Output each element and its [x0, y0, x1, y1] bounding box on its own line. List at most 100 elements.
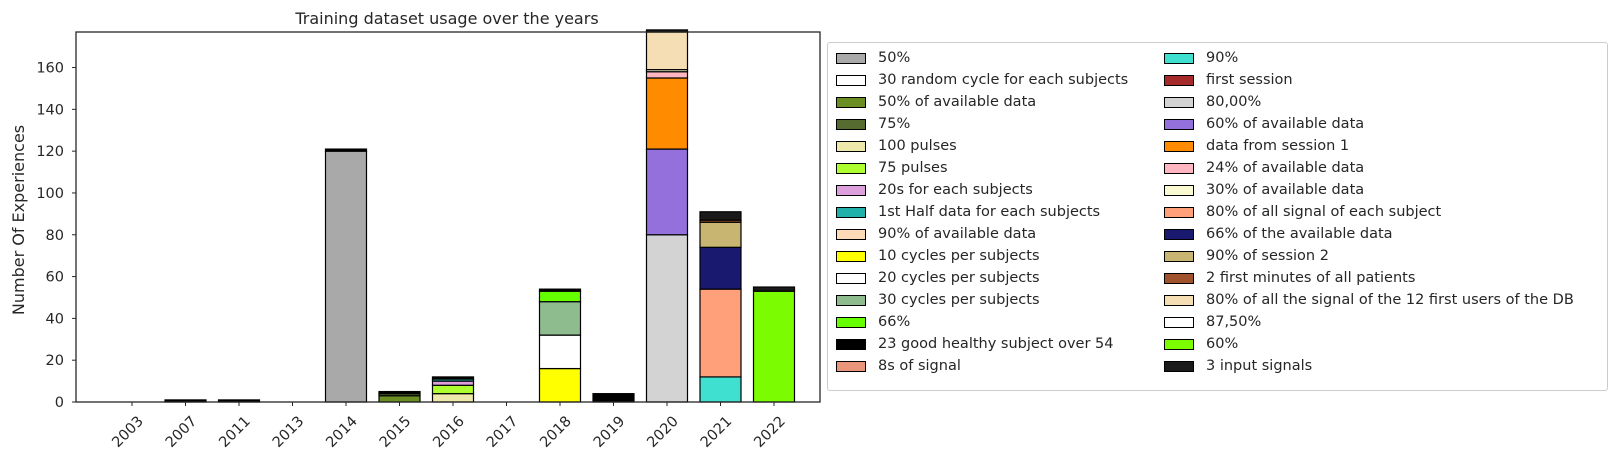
legend-item: 87,50%: [1164, 312, 1261, 332]
bar-segment-2014-13: [324, 148, 368, 152]
y-tick-label: 140: [36, 102, 64, 118]
legend-swatch: [836, 184, 866, 196]
legend-swatch: [1164, 250, 1194, 262]
legend-label: 30% of available data: [1206, 182, 1365, 198]
bar-segment-2016-4: [431, 393, 475, 403]
legend-swatch: [836, 250, 866, 262]
bar-segment-2020-18: [645, 148, 689, 236]
x-tick-label: 2014: [323, 414, 360, 451]
legend-item: 66%: [836, 312, 910, 332]
legend-label: 10 cycles per subjects: [878, 248, 1040, 264]
legend-label: 3 input signals: [1206, 358, 1313, 374]
legend-label: 60%: [1206, 336, 1239, 352]
bar-segment-2016-6: [431, 380, 475, 386]
legend-label: 50%: [878, 50, 911, 66]
legend-swatch: [1164, 316, 1194, 328]
bar-segment-2018-9: [538, 367, 582, 403]
x-tick-label: 2019: [591, 414, 628, 451]
legend-item: 20s for each subjects: [836, 180, 1033, 200]
legend-label: 24% of available data: [1206, 160, 1365, 176]
x-tick-label: 2017: [484, 414, 521, 451]
legend-swatch: [1164, 184, 1194, 196]
bars-layer: [164, 29, 796, 403]
y-tick-label: 60: [46, 270, 64, 286]
legend-label: 90% of available data: [878, 226, 1037, 242]
legend-swatch: [836, 206, 866, 218]
legend-item: 30 cycles per subjects: [836, 290, 1040, 310]
legend-item: 80% of all the signal of the 12 first us…: [1164, 290, 1574, 310]
legend-item: 90%: [1164, 48, 1238, 68]
legend-item: 2 first minutes of all patients: [1164, 268, 1415, 288]
legend-label: 90% of session 2: [1206, 248, 1329, 264]
bar-segment-2022-28: [752, 290, 796, 403]
bar-segment-2018-13: [538, 288, 582, 292]
bar-segment-2020-26: [645, 31, 689, 71]
legend-label: 66% of the available data: [1206, 226, 1393, 242]
y-tick-label: 100: [36, 186, 64, 202]
bar-segment-2018-11: [538, 301, 582, 336]
legend-label: 87,50%: [1206, 314, 1262, 330]
legend-item: 3 input signals: [1164, 356, 1312, 376]
bar-segment-2021-24: [699, 221, 742, 248]
legend-label: 20 cycles per subjects: [878, 270, 1040, 286]
legend-item: 50% of available data: [836, 92, 1036, 112]
x-tick-label: 2018: [537, 414, 574, 451]
bar-segment-2020-20: [645, 71, 689, 79]
legend-label: 2 first minutes of all patients: [1206, 270, 1416, 286]
bar-segment-2021-22: [699, 288, 742, 378]
legend-item: first session: [1164, 70, 1293, 90]
legend-swatch: [836, 360, 866, 372]
legend-label: 80% of all signal of each subject: [1206, 204, 1442, 220]
legend-swatch: [836, 294, 866, 306]
legend-item: 66% of the available data: [1164, 224, 1393, 244]
legend-swatch: [836, 74, 866, 86]
legend-item: 60%: [1164, 334, 1238, 354]
legend-item: 75%: [836, 114, 910, 134]
x-tick-label: 2007: [163, 414, 200, 451]
x-tick-label: 2022: [751, 414, 788, 451]
bar-segment-2018-10: [538, 334, 582, 370]
legend-swatch: [1164, 338, 1194, 350]
legend-swatch: [1164, 52, 1194, 64]
legend-swatch: [836, 316, 866, 328]
legend-label: 23 good healthy subject over 54: [878, 336, 1114, 352]
legend-label: 100 pulses: [878, 138, 957, 154]
legend-swatch: [1164, 74, 1194, 86]
legend-label: data from session 1: [1206, 138, 1350, 154]
legend-item: 50%: [836, 48, 910, 68]
x-tick-label: 2013: [270, 414, 307, 451]
legend-swatch: [1164, 272, 1194, 284]
y-axis-label: Number Of Experiences: [9, 125, 28, 315]
bar-segment-2020-17: [645, 234, 689, 403]
legend-label: 30 cycles per subjects: [878, 292, 1040, 308]
legend-item: 20 cycles per subjects: [836, 268, 1040, 288]
bar-segment-2021-29: [699, 211, 742, 221]
legend-label: first session: [1206, 72, 1293, 88]
bar-segment-2018-12: [538, 290, 582, 303]
legend-label: 60% of available data: [1206, 116, 1365, 132]
legend-label: 80,00%: [1206, 94, 1262, 110]
legend-label: 80% of all the signal of the 12 first us…: [1206, 292, 1574, 308]
legend: 50% 30 random cycle for each subjects 50% …: [827, 42, 1608, 391]
bar-segment-2016-5: [431, 384, 475, 395]
legend-label: 30 random cycle for each subjects: [878, 72, 1129, 88]
legend-swatch: [1164, 162, 1194, 174]
legend-swatch: [836, 118, 866, 130]
bar-segment-2014-0: [324, 150, 368, 403]
legend-item: 80,00%: [1164, 92, 1261, 112]
legend-swatch: [836, 272, 866, 284]
bar-segment-2020-19: [645, 77, 689, 150]
legend-swatch: [1164, 118, 1194, 130]
y-tick-label: 80: [46, 228, 64, 244]
legend-swatch: [1164, 140, 1194, 152]
legend-item: 90% of available data: [836, 224, 1036, 244]
legend-label: 20s for each subjects: [878, 182, 1033, 198]
chart-title: Training dataset usage over the years: [294, 9, 598, 28]
bar-segment-2019-13: [592, 393, 635, 403]
x-tick-label: 2016: [430, 414, 467, 451]
legend-item: 75 pulses: [836, 158, 948, 178]
legend-label: 75 pulses: [878, 160, 948, 176]
bar-segment-2021-15: [699, 376, 742, 403]
legend-item: 1st Half data for each subjects: [836, 202, 1100, 222]
x-tick-label: 2003: [109, 414, 146, 451]
